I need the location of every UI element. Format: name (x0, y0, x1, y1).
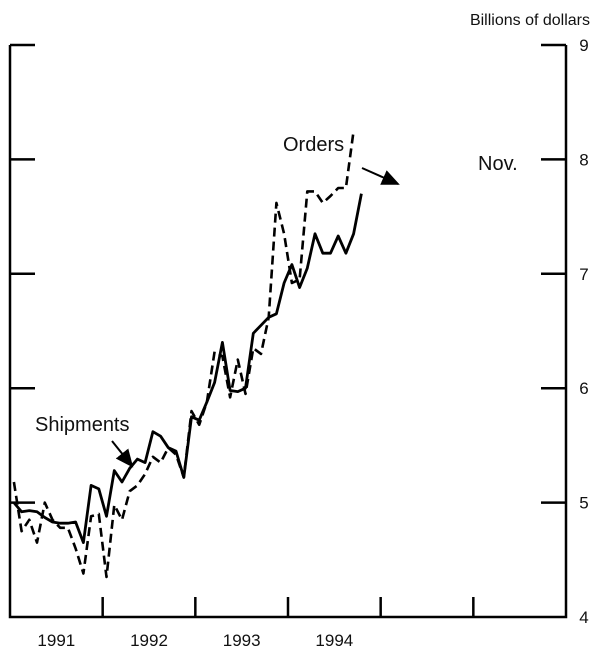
x-tick-label: 1993 (223, 631, 261, 650)
y-tick-label: 4 (579, 608, 588, 627)
y-tick-label: 8 (579, 150, 588, 169)
x-tick-label: 1994 (315, 631, 353, 650)
latest-month-label: Nov. (478, 153, 518, 175)
shipments-annotation-label: Shipments (35, 414, 130, 436)
y-tick-label: 9 (579, 36, 588, 55)
series-layer (12, 130, 363, 579)
y-tick-label: 6 (579, 379, 588, 398)
orders-annotation-label: Orders (283, 134, 344, 156)
x-tick-label: 1991 (37, 631, 75, 650)
x-tick-label: 1992 (130, 631, 168, 650)
orders-annotation-arrow (361, 167, 400, 185)
axis-frame (8, 45, 568, 619)
annotation-layer: Shipments Orders Nov. (35, 134, 518, 468)
y-tick-label: 7 (579, 265, 588, 284)
y-tick-label: 5 (579, 494, 588, 513)
axis-ticks: 4 5 6 7 8 9 1991 1992 1993 1994 (10, 36, 589, 650)
chart-frame (8, 45, 568, 619)
series-orders-line (12, 130, 355, 579)
shipments-annotation-arrow (111, 440, 134, 468)
y-axis-unit-label: Billions of dollars (470, 12, 590, 29)
series-shipments-line (12, 193, 363, 544)
